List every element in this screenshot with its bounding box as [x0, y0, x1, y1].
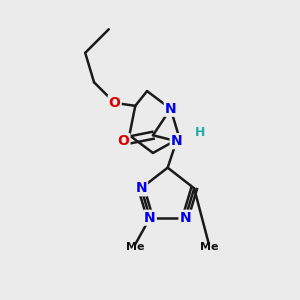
Text: Me: Me [126, 242, 145, 252]
Text: N: N [171, 134, 182, 148]
Text: O: O [109, 96, 121, 110]
Text: Me: Me [200, 242, 218, 252]
Text: N: N [144, 211, 156, 225]
Text: N: N [179, 211, 191, 225]
Text: H: H [195, 126, 205, 139]
Text: N: N [135, 181, 147, 195]
Text: N: N [165, 102, 176, 116]
Text: O: O [118, 134, 129, 148]
